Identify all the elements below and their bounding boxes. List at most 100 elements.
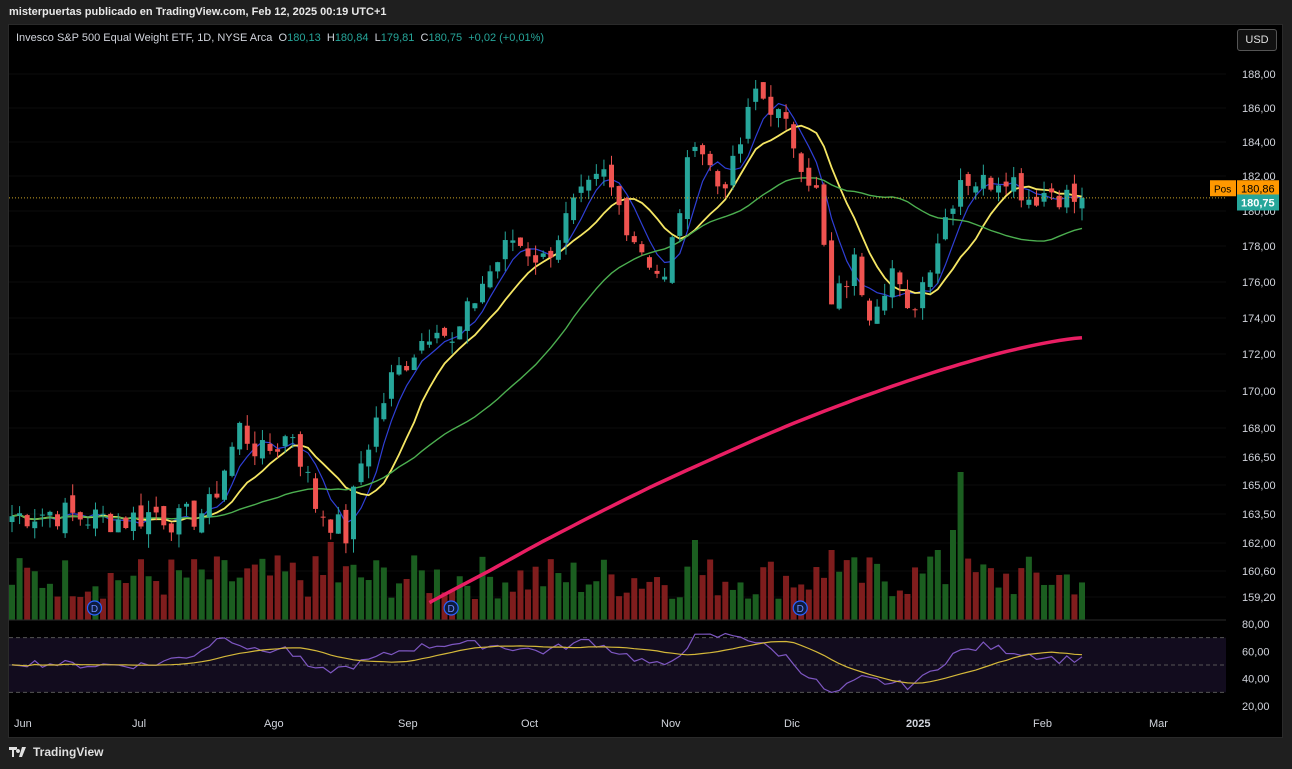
candle-body — [1041, 192, 1047, 202]
volume-bar — [874, 563, 881, 620]
candlesticks — [9, 79, 1226, 554]
volume-bar — [168, 559, 175, 620]
volume-bar — [115, 580, 122, 620]
candle-body — [927, 272, 933, 287]
candle-body — [32, 521, 38, 529]
candle-body — [609, 164, 615, 188]
candle-body — [115, 519, 121, 533]
volume-bar — [213, 556, 220, 620]
volume-bar — [456, 576, 463, 620]
rsi-line — [11, 632, 1083, 694]
volume-bar — [866, 557, 873, 620]
candle-body — [533, 255, 539, 263]
candle-body — [1049, 188, 1055, 193]
candle-body — [760, 82, 766, 99]
volume-bar — [957, 472, 964, 620]
volume-bar — [578, 591, 585, 620]
volume-bar — [479, 556, 486, 620]
volume-bar — [722, 581, 729, 620]
volume-bar — [889, 596, 896, 620]
price-tick-label: 163,50 — [1242, 509, 1276, 521]
candle-body — [184, 503, 190, 507]
moving-averages — [11, 102, 1083, 605]
candle-body — [798, 153, 804, 172]
time-tick-label: Dic — [784, 718, 800, 730]
dividend-marker-circle — [443, 600, 459, 616]
candle-body — [138, 505, 144, 527]
high-label: H — [326, 32, 335, 44]
dividend-marker-label: D — [448, 604, 455, 615]
candle-body — [912, 309, 918, 311]
candle-body — [1071, 183, 1077, 202]
candle-body — [123, 517, 129, 528]
volume-bar — [236, 577, 243, 620]
candle-body — [237, 422, 243, 450]
dividend-marker-circle — [86, 600, 103, 616]
candle-body — [495, 262, 501, 272]
ma-mid-line — [11, 124, 1083, 523]
currency-button[interactable]: USD — [1237, 29, 1277, 51]
volume-bar — [912, 567, 919, 620]
volume-bar — [62, 560, 69, 620]
volume-bar — [813, 567, 820, 620]
volume-bar — [1025, 556, 1032, 620]
volume-bar — [9, 584, 15, 620]
candle-body — [783, 112, 789, 119]
volume-bar — [745, 598, 752, 620]
volume-bar — [1003, 573, 1010, 620]
volume-bar — [995, 587, 1002, 620]
volume-bar — [699, 575, 706, 620]
candle-body — [229, 446, 235, 476]
candle-body — [563, 213, 569, 243]
position-price-text: 180,86 — [1241, 183, 1275, 195]
candle-body — [631, 236, 637, 243]
volume-bar — [502, 582, 509, 620]
price-tick-label: 168,00 — [1242, 423, 1276, 435]
volume-bar — [881, 581, 888, 620]
volume-bar — [464, 585, 471, 620]
candle-body — [654, 270, 660, 274]
candle-body — [1011, 177, 1017, 192]
volume-bar — [342, 566, 349, 620]
volume-bar — [433, 569, 440, 620]
close-value: 180,75 — [428, 32, 463, 44]
symbol-name: Invesco S&P 500 Equal Weight ETF, 1D, NY… — [16, 32, 273, 44]
volume-bar — [509, 591, 516, 620]
candle-body — [1018, 173, 1024, 201]
chart-frame[interactable] — [8, 24, 1283, 738]
dividend-marker-label: D — [797, 604, 804, 615]
position-tag-text: Pos — [1214, 184, 1231, 195]
volume-bar — [365, 580, 372, 620]
volume-bar — [540, 586, 547, 620]
volume-bar — [927, 556, 934, 620]
candle-body — [707, 153, 713, 166]
candle-body — [343, 509, 349, 544]
candle-body — [973, 186, 979, 193]
low-label: L — [374, 32, 381, 44]
volume-bar — [775, 598, 782, 620]
volume-bar — [555, 573, 562, 620]
candle-body — [479, 283, 485, 303]
volume-bar — [282, 571, 289, 620]
candle-body — [844, 286, 850, 288]
volume-bar — [297, 580, 304, 620]
volume-bar — [373, 560, 380, 620]
candle-body — [252, 443, 258, 457]
candle-body — [555, 240, 561, 260]
volume-bar — [39, 587, 46, 620]
candle-body — [206, 494, 212, 518]
candle-body — [1056, 195, 1062, 208]
tradingview-footer[interactable]: TradingView — [9, 745, 103, 759]
price-tick-label: 178,00 — [1242, 241, 1276, 253]
candle-body — [358, 463, 364, 483]
volume-bar — [828, 550, 835, 620]
candle-body — [669, 237, 675, 283]
volume-bar — [654, 577, 661, 620]
dividend-marker: D — [792, 600, 808, 616]
candle-body — [366, 449, 372, 467]
volume-bar — [1063, 574, 1070, 620]
volume-bar — [31, 571, 38, 620]
candle-body — [836, 283, 842, 309]
volume-bar — [77, 596, 84, 620]
